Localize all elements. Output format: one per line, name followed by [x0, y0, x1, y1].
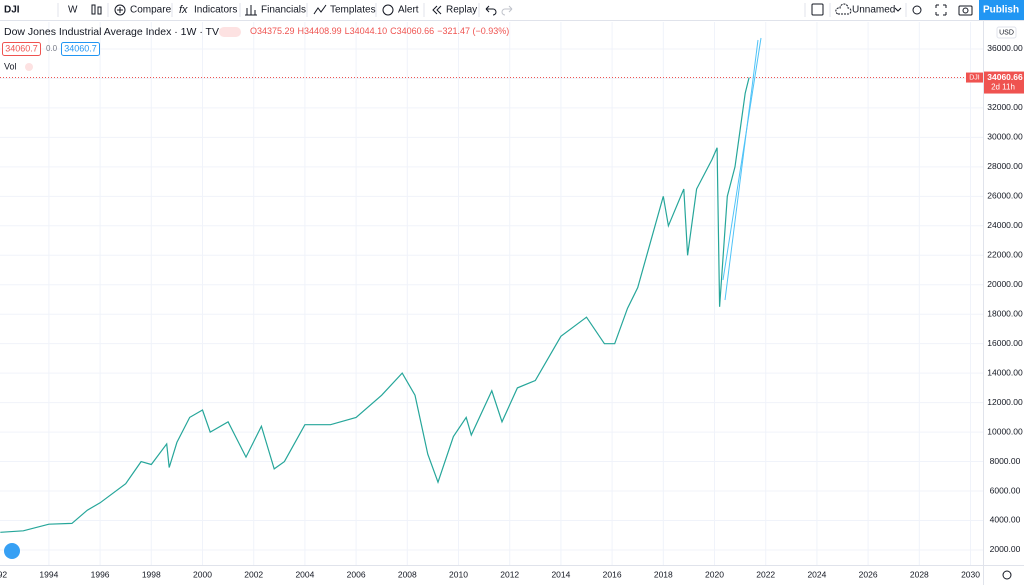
- undo[interactable]: [485, 5, 497, 16]
- y-tick-label: 26000.00: [987, 191, 1023, 201]
- x-tick-label: 2000: [193, 569, 212, 579]
- y-tick-label: 4000.00: [990, 515, 1021, 525]
- x-tick-label: 1994: [39, 569, 58, 579]
- chart-type-icon[interactable]: [91, 4, 102, 15]
- y-tick-label: 12000.00: [987, 397, 1023, 407]
- volume-label: Vol: [4, 61, 17, 71]
- fullscreen-icon[interactable]: [811, 3, 824, 16]
- x-tick-label: 2004: [295, 569, 314, 579]
- ask: 34060.7: [64, 43, 97, 53]
- compare-icon[interactable]: [114, 4, 126, 16]
- indicators-button[interactable]: Indicators: [194, 5, 237, 16]
- x-tick-label: 1996: [91, 569, 110, 579]
- volume-flag[interactable]: [25, 63, 33, 71]
- x-tick-label: 2020: [705, 569, 724, 579]
- x-axis: 1992 1994 1996 1998 2000 2002 2004 2006 2008 2010…: [0, 569, 980, 579]
- settings-icon[interactable]: [912, 5, 922, 15]
- compare-button[interactable]: Compare: [130, 5, 172, 16]
- y-tick-label: 32000.00: [987, 102, 1023, 112]
- y-tick-label: 10000.00: [987, 426, 1023, 436]
- x-tick-label: 2014: [551, 569, 570, 579]
- layout-menu[interactable]: [894, 7, 902, 12]
- legend-flag[interactable]: [219, 27, 241, 37]
- x-tick-label: 2024: [807, 569, 826, 579]
- price-line: [0, 77, 750, 533]
- symbol[interactable]: DJI: [4, 5, 20, 16]
- x-tick-label: 2012: [500, 569, 519, 579]
- y-tick-label: 22000.00: [987, 250, 1023, 260]
- symbol-tag-box: [966, 72, 983, 83]
- y-tick-label: 18000.00: [987, 308, 1023, 318]
- interval[interactable]: W: [68, 5, 78, 16]
- ask-box: [61, 42, 100, 56]
- y-tick-label: 24000.00: [987, 220, 1023, 230]
- countdown: 2d 11h: [991, 83, 1015, 92]
- last-price-label: 34060.66: [987, 72, 1023, 82]
- snapshot-icon[interactable]: [958, 5, 973, 16]
- maximize-icon[interactable]: [935, 4, 947, 16]
- last-price-box: [984, 71, 1024, 94]
- financials-button[interactable]: Financials: [261, 5, 306, 16]
- x-tick-label: 2010: [449, 569, 468, 579]
- publish-button[interactable]: [979, 0, 1024, 20]
- legend-ohlc: O34375.29 H34408.99 L34044.10 C34060.66 −321…: [250, 26, 509, 36]
- x-tick-label: 2006: [347, 569, 366, 579]
- bid: 34060.7: [5, 43, 38, 53]
- symbol-tag: DJI: [969, 74, 980, 81]
- indicators-icon[interactable]: fx: [179, 4, 188, 16]
- x-tick-label: 2028: [910, 569, 929, 579]
- alert-button[interactable]: Alert: [398, 5, 419, 16]
- x-tick-label: 2026: [859, 569, 878, 579]
- templates-button[interactable]: Templates: [330, 5, 376, 16]
- x-tick-label: 1992: [0, 569, 7, 579]
- x-tick-label: 2002: [244, 569, 263, 579]
- y-tick-label: 6000.00: [990, 485, 1021, 495]
- y-tick-label: 14000.00: [987, 367, 1023, 377]
- y-tick-label: 30000.00: [987, 132, 1023, 142]
- publish-label[interactable]: Publish: [983, 5, 1019, 16]
- y-tick-label: 2000.00: [990, 544, 1021, 554]
- financials-icon[interactable]: [245, 5, 257, 16]
- replay-button[interactable]: Replay: [446, 5, 477, 16]
- x-tick-label: 2016: [603, 569, 622, 579]
- templates-icon[interactable]: [313, 4, 327, 15]
- trend-lines[interactable]: [722, 37, 762, 301]
- x-tick-label: 2030: [961, 569, 980, 579]
- legend-title: Dow Jones Industrial Average Index · 1W …: [4, 26, 227, 38]
- x-tick-label: 1998: [142, 569, 161, 579]
- bid-box: [2, 42, 41, 56]
- axis-settings[interactable]: [1002, 570, 1012, 580]
- currency: USD: [999, 29, 1014, 36]
- y-tick-label: 28000.00: [987, 161, 1023, 171]
- cloud-icon[interactable]: [835, 3, 852, 15]
- y-tick-label: 20000.00: [987, 279, 1023, 289]
- alert-icon[interactable]: [382, 4, 394, 16]
- layout-name[interactable]: Unnamed: [852, 5, 895, 16]
- logo[interactable]: [4, 543, 20, 559]
- x-tick-label: 2022: [756, 569, 775, 579]
- redo[interactable]: [501, 5, 513, 16]
- x-tick-label: 2018: [654, 569, 673, 579]
- spread: 0.0: [46, 44, 58, 53]
- y-tick-label: 36000.00: [987, 43, 1023, 53]
- currency-box: [996, 26, 1017, 39]
- replay-icon[interactable]: [432, 5, 442, 15]
- y-tick-label: 8000.00: [990, 456, 1021, 466]
- x-tick-label: 2008: [398, 569, 417, 579]
- y-tick-label: 16000.00: [987, 338, 1023, 348]
